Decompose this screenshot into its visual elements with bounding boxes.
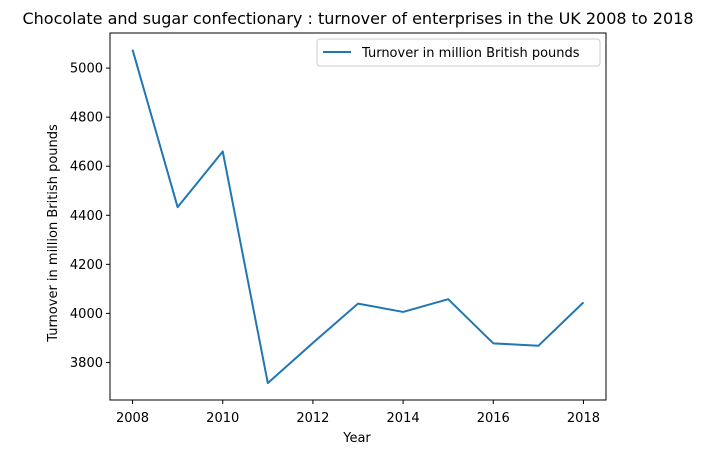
x-tick-label: 2016 xyxy=(477,411,510,426)
series-group xyxy=(131,49,585,385)
x-tick-label: 2012 xyxy=(296,411,329,426)
y-axis-label: Turnover in million British pounds xyxy=(46,124,61,343)
y-axis-ticks: 3800 4000 4200 4400 4600 4800 5000 xyxy=(70,62,110,371)
x-tick-label: 2018 xyxy=(567,411,600,426)
y-tick-label: 5000 xyxy=(70,62,103,77)
legend-label: Turnover in million British pounds xyxy=(361,46,580,61)
y-tick-label: 4400 xyxy=(70,209,103,224)
y-tick-label: 4600 xyxy=(70,160,103,175)
x-tick-label: 2008 xyxy=(116,411,149,426)
plot-frame xyxy=(109,32,607,401)
x-axis-ticks: 2008 2010 2012 2014 2016 2018 xyxy=(116,400,600,426)
legend: Turnover in million British pounds xyxy=(316,38,601,67)
x-tick-label: 2014 xyxy=(387,411,420,426)
x-tick-label: 2010 xyxy=(206,411,239,426)
y-tick-label: 4000 xyxy=(70,307,103,322)
y-tick-label: 4800 xyxy=(70,111,103,126)
series-line xyxy=(131,49,585,385)
y-tick-label: 4200 xyxy=(70,258,103,273)
y-tick-label: 3800 xyxy=(70,356,103,371)
x-axis-label: Year xyxy=(342,431,371,446)
chart-title: Chocolate and sugar confectionary : turn… xyxy=(22,9,693,28)
legend-box xyxy=(316,38,601,67)
